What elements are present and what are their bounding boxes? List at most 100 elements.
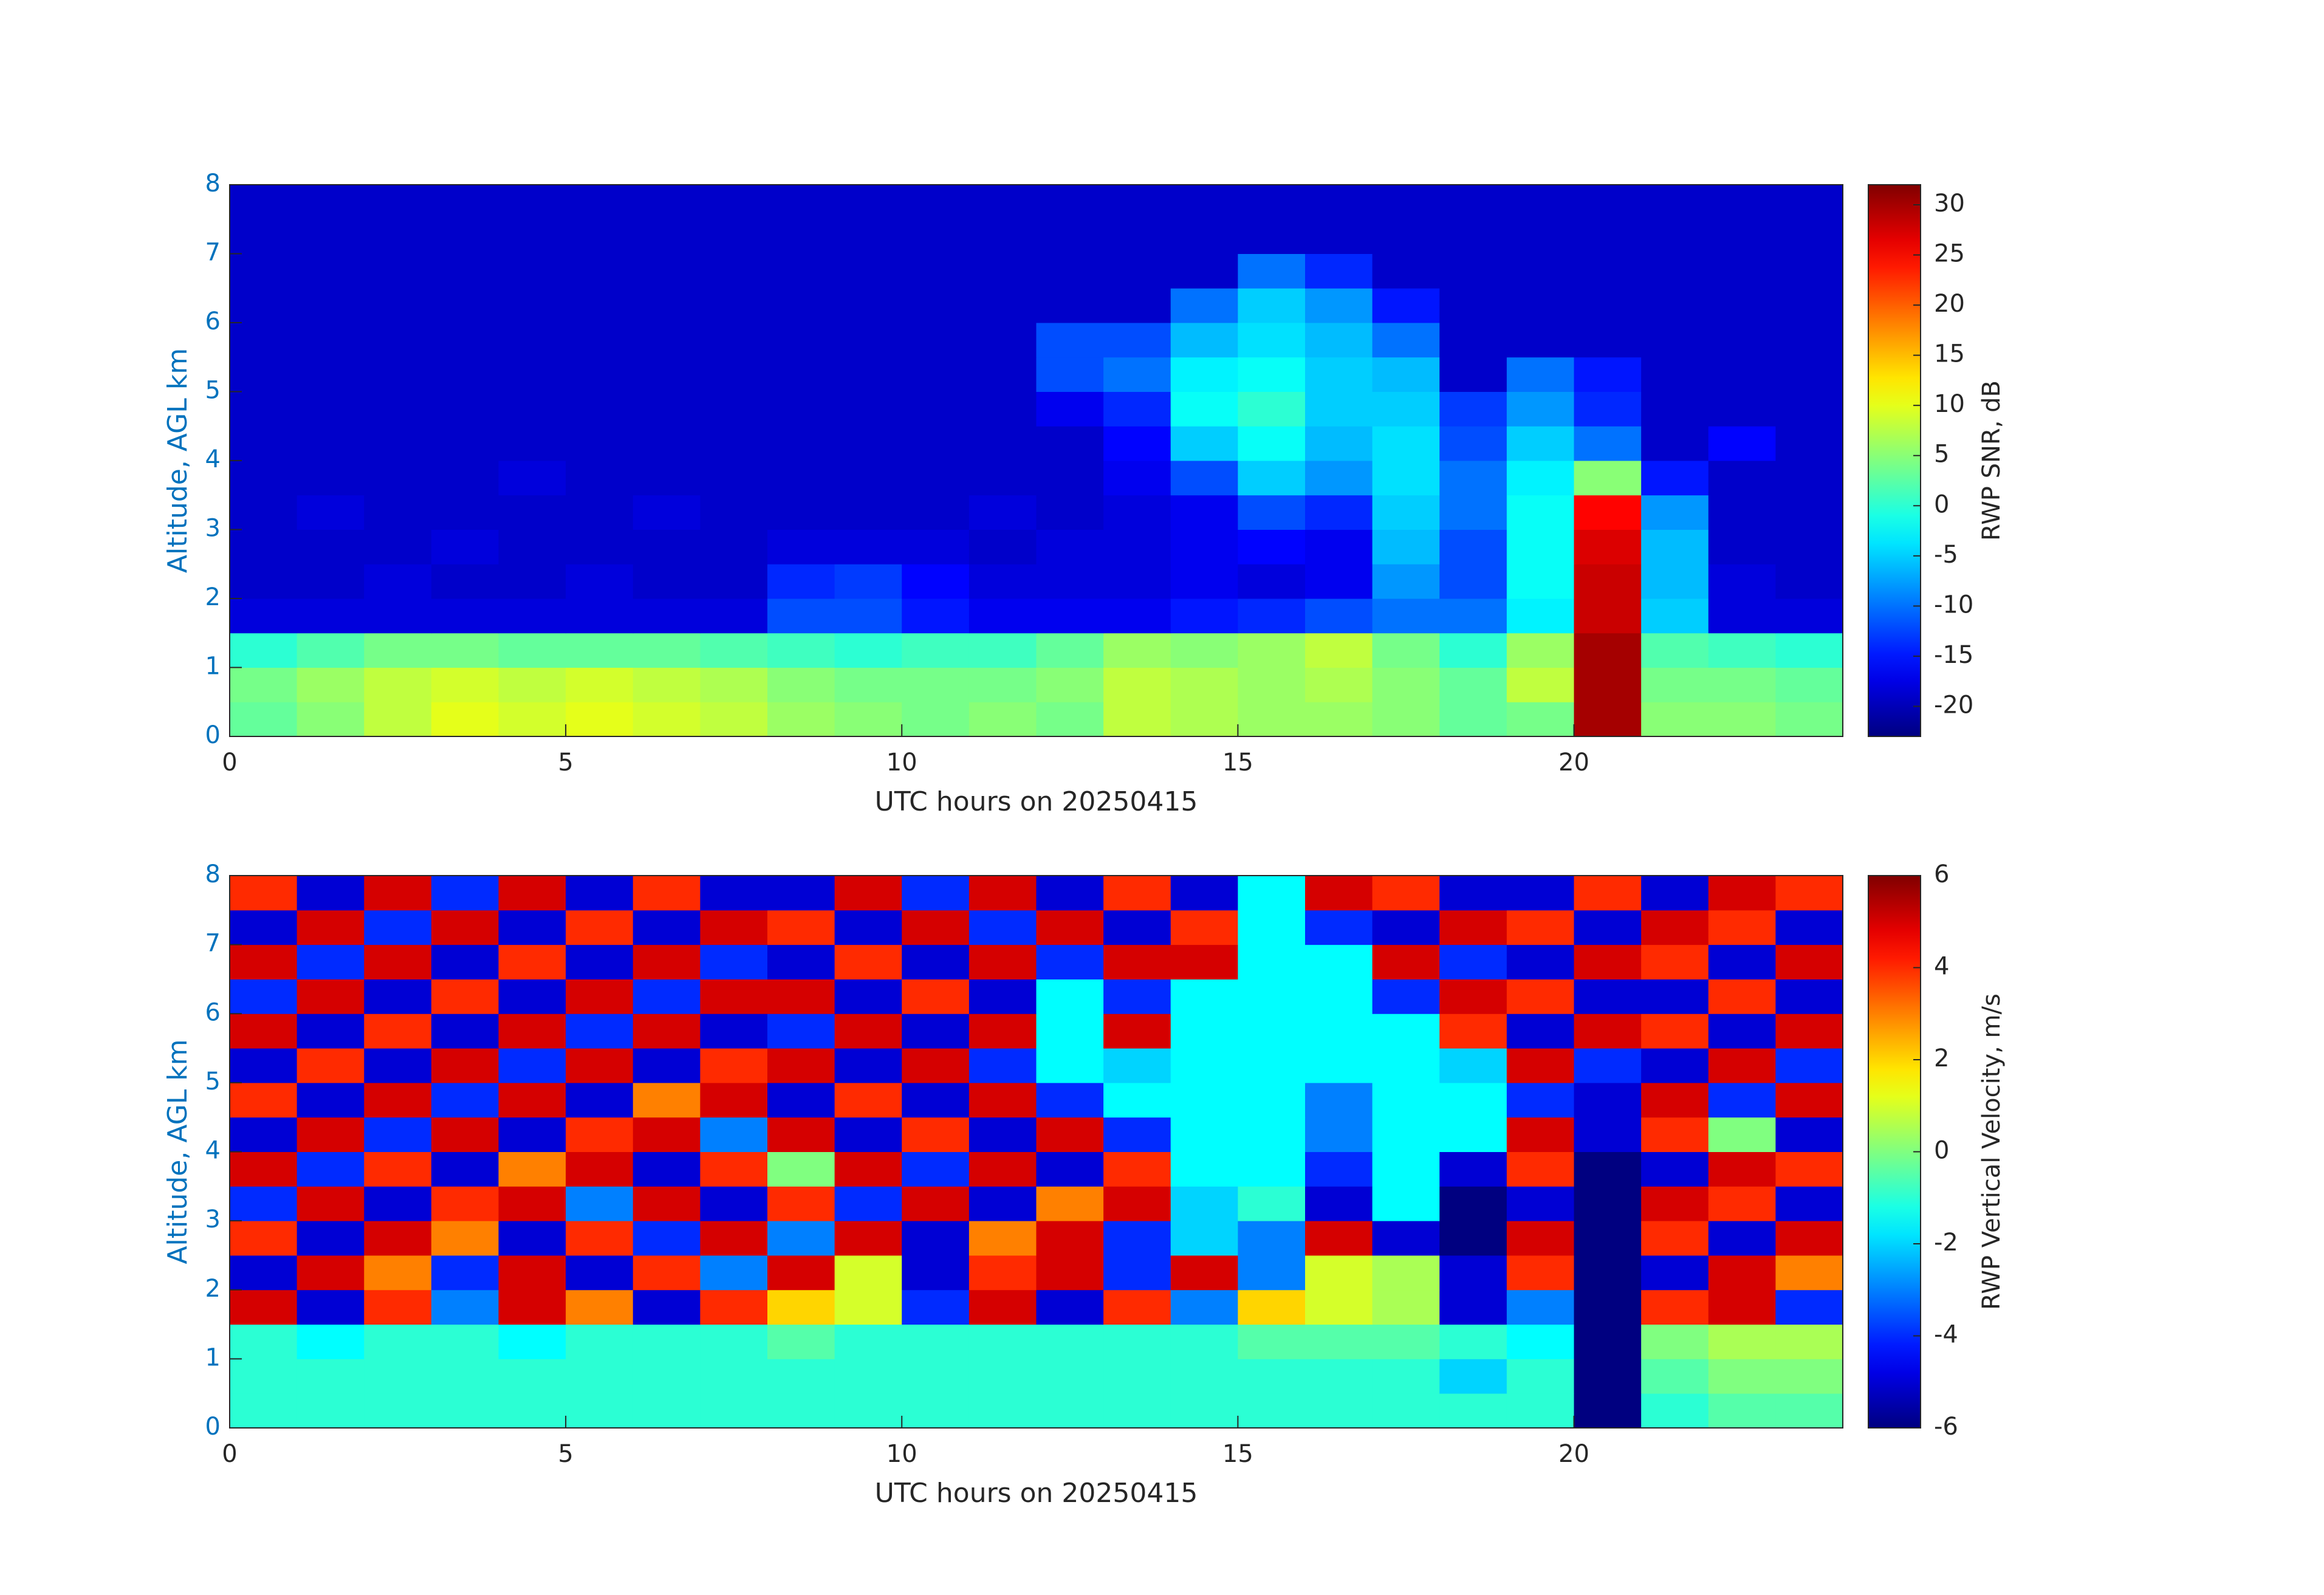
heat-cell xyxy=(1036,599,1104,634)
heat-cell xyxy=(968,357,1037,392)
heat-cell xyxy=(1775,357,1843,392)
heat-cell xyxy=(431,1289,499,1325)
x-tick-label: 10 xyxy=(886,1440,917,1468)
heat-cell xyxy=(968,599,1037,634)
heat-cell xyxy=(230,1151,298,1187)
heat-cell xyxy=(767,426,835,461)
heat-cell xyxy=(498,461,566,496)
heat-cell xyxy=(230,1117,298,1152)
heat-cell xyxy=(834,1393,902,1429)
heat-cell xyxy=(1103,1221,1171,1256)
colorbar-tick-label: 6 xyxy=(1934,860,1949,888)
heat-cell xyxy=(1238,910,1306,945)
heat-cell xyxy=(566,1186,634,1221)
heat-cell xyxy=(1708,461,1776,496)
heat-cell xyxy=(1506,944,1574,979)
heat-cell xyxy=(1238,357,1306,392)
heat-cell xyxy=(1305,1255,1373,1291)
heat-cell xyxy=(498,1289,566,1325)
heat-cell xyxy=(1775,564,1843,599)
heat-cell xyxy=(364,253,432,289)
heat-cell xyxy=(230,1014,298,1049)
heat-cell xyxy=(1170,910,1238,945)
heat-cell xyxy=(1103,219,1171,254)
heat-cell xyxy=(566,944,634,979)
heat-cell xyxy=(632,323,701,358)
heat-cell xyxy=(834,426,902,461)
heat-cell xyxy=(1372,253,1440,289)
heat-cell xyxy=(1506,529,1574,564)
heat-cell xyxy=(566,253,634,289)
heat-cell xyxy=(968,1082,1037,1118)
heat-cell xyxy=(1439,219,1507,254)
heat-cell xyxy=(1305,667,1373,702)
heat-cell xyxy=(834,253,902,289)
colorbar-tick-label: 0 xyxy=(1934,490,1949,518)
heat-cell xyxy=(968,1393,1037,1429)
heat-cell xyxy=(431,185,499,220)
heat-cell xyxy=(431,288,499,323)
heat-cell xyxy=(230,1048,298,1083)
heat-cell xyxy=(364,529,432,564)
heat-cell xyxy=(1372,1082,1440,1118)
heat-cell xyxy=(700,910,768,945)
heat-cell xyxy=(767,1393,835,1429)
heat-cell xyxy=(1238,529,1306,564)
heat-cell xyxy=(296,1289,365,1325)
heat-cell xyxy=(230,426,298,461)
heat-cell xyxy=(632,564,701,599)
heat-cell xyxy=(364,1117,432,1152)
heat-cell xyxy=(767,288,835,323)
heat-cell xyxy=(1372,564,1440,599)
heat-cell xyxy=(1036,1186,1104,1221)
heat-cell xyxy=(902,633,970,668)
heat-cell xyxy=(431,253,499,289)
heat-cell xyxy=(566,1324,634,1359)
heat-cell xyxy=(1775,1186,1843,1221)
heat-cell xyxy=(1238,1359,1306,1394)
heat-cell xyxy=(902,391,970,427)
heat-cell xyxy=(1170,1014,1238,1049)
heat-cell xyxy=(700,1221,768,1256)
heat-cell xyxy=(1775,633,1843,668)
heat-cell xyxy=(1506,1393,1574,1429)
heat-cell xyxy=(968,1014,1037,1049)
heat-cell xyxy=(1305,599,1373,634)
y-tick-label: 5 xyxy=(205,377,221,405)
heat-cell xyxy=(1305,1082,1373,1118)
heat-cell xyxy=(1238,391,1306,427)
heat-cell xyxy=(902,1082,970,1118)
heat-cell xyxy=(1439,1014,1507,1049)
heat-cell xyxy=(230,1289,298,1325)
heat-cell xyxy=(431,944,499,979)
heat-cell xyxy=(296,426,365,461)
heat-cell xyxy=(902,1324,970,1359)
heat-cell xyxy=(498,529,566,564)
heat-cell xyxy=(1372,461,1440,496)
heat-cell xyxy=(834,979,902,1014)
heat-cell xyxy=(1775,253,1843,289)
heat-cell xyxy=(834,1324,902,1359)
heat-cell xyxy=(1305,288,1373,323)
heat-cell xyxy=(1506,910,1574,945)
heat-cell xyxy=(1372,323,1440,358)
heat-cell xyxy=(1170,323,1238,358)
heat-cell xyxy=(364,667,432,702)
heat-cell xyxy=(1170,1117,1238,1152)
y-tick-label: 1 xyxy=(205,653,221,681)
heat-cell xyxy=(1574,1393,1642,1429)
heat-cell xyxy=(364,564,432,599)
heat-cell xyxy=(230,876,298,911)
heat-cell xyxy=(1775,495,1843,530)
heat-cell xyxy=(1238,1324,1306,1359)
heat-cell xyxy=(902,1014,970,1049)
colorbar-tick-label: 20 xyxy=(1934,290,1965,318)
heat-cell xyxy=(566,357,634,392)
heat-cell xyxy=(1439,1393,1507,1429)
heat-cell xyxy=(767,1359,835,1394)
heat-cell xyxy=(632,426,701,461)
heat-cell xyxy=(1372,1048,1440,1083)
heat-cell xyxy=(834,185,902,220)
heat-cell xyxy=(700,323,768,358)
heat-cell xyxy=(1036,1255,1104,1291)
